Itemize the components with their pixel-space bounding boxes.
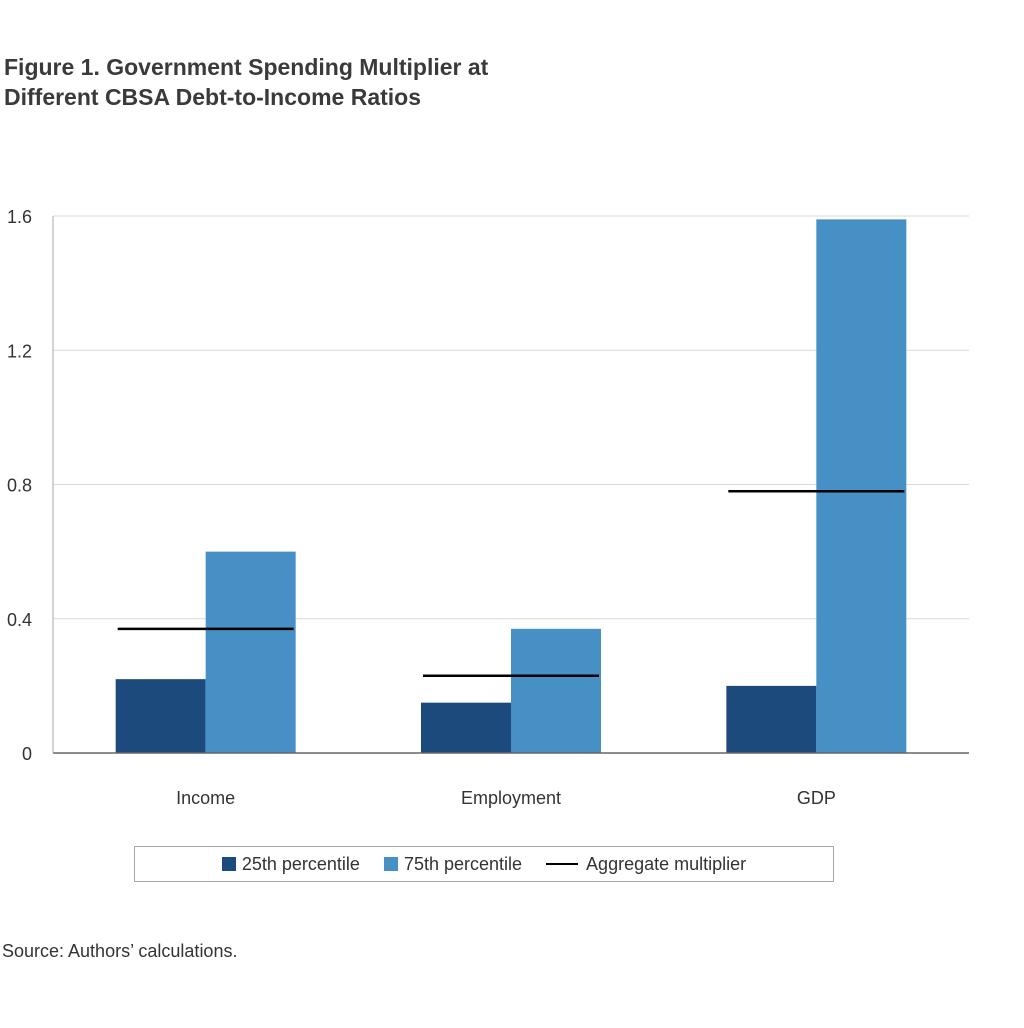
y-tick-label: 0.8 xyxy=(7,476,32,496)
legend: 25th percentile 75th percentile Aggregat… xyxy=(134,846,834,882)
legend-swatch-25th xyxy=(221,857,236,871)
bar-75th-income xyxy=(205,551,296,753)
legend-item-aggregate: Aggregate multiplier xyxy=(546,854,746,875)
chart-title: Figure 1. Government Spending Multiplier… xyxy=(4,52,488,112)
legend-label-25th: 25th percentile xyxy=(241,853,360,874)
source-note: Source: Authors’ calculations. xyxy=(2,941,238,961)
legend-label-75th: 75th percentile xyxy=(403,853,523,874)
x-tick-label: Income xyxy=(176,788,235,808)
x-axis-labels: Income Employment GDP xyxy=(176,788,836,808)
chart-title-line-2: Different CBSA Debt-to-Income Ratios xyxy=(4,84,421,110)
legend-swatch-aggregate xyxy=(546,863,579,865)
x-tick-label: Employment xyxy=(461,788,561,808)
bar-25th-income xyxy=(115,679,206,753)
bar-chart: 0 0.4 0.8 1.2 1.6 Income Employment GDP xyxy=(7,207,969,808)
y-tick-label: 1.6 xyxy=(7,207,32,227)
chart-title-line-1: Figure 1. Government Spending Multiplier… xyxy=(4,54,489,80)
legend-swatch-75th xyxy=(383,857,398,871)
legend-item-75th: 75th percentile xyxy=(383,853,523,875)
y-tick-label: 0 xyxy=(22,744,32,764)
x-tick-label: GDP xyxy=(797,788,836,808)
y-axis-ticks: 0 0.4 0.8 1.2 1.6 xyxy=(7,207,32,764)
bar-75th-employment xyxy=(511,628,601,753)
aggregate-lines xyxy=(117,489,905,678)
y-tick-label: 1.2 xyxy=(7,341,32,361)
bar-25th-gdp xyxy=(726,685,817,753)
legend-label-aggregate: Aggregate multiplier xyxy=(586,853,747,874)
bars xyxy=(115,219,907,753)
y-tick-label: 0.4 xyxy=(7,610,32,630)
legend-item-25th: 25th percentile xyxy=(221,853,360,875)
bar-25th-employment xyxy=(421,702,511,753)
bar-75th-gdp xyxy=(816,219,907,753)
